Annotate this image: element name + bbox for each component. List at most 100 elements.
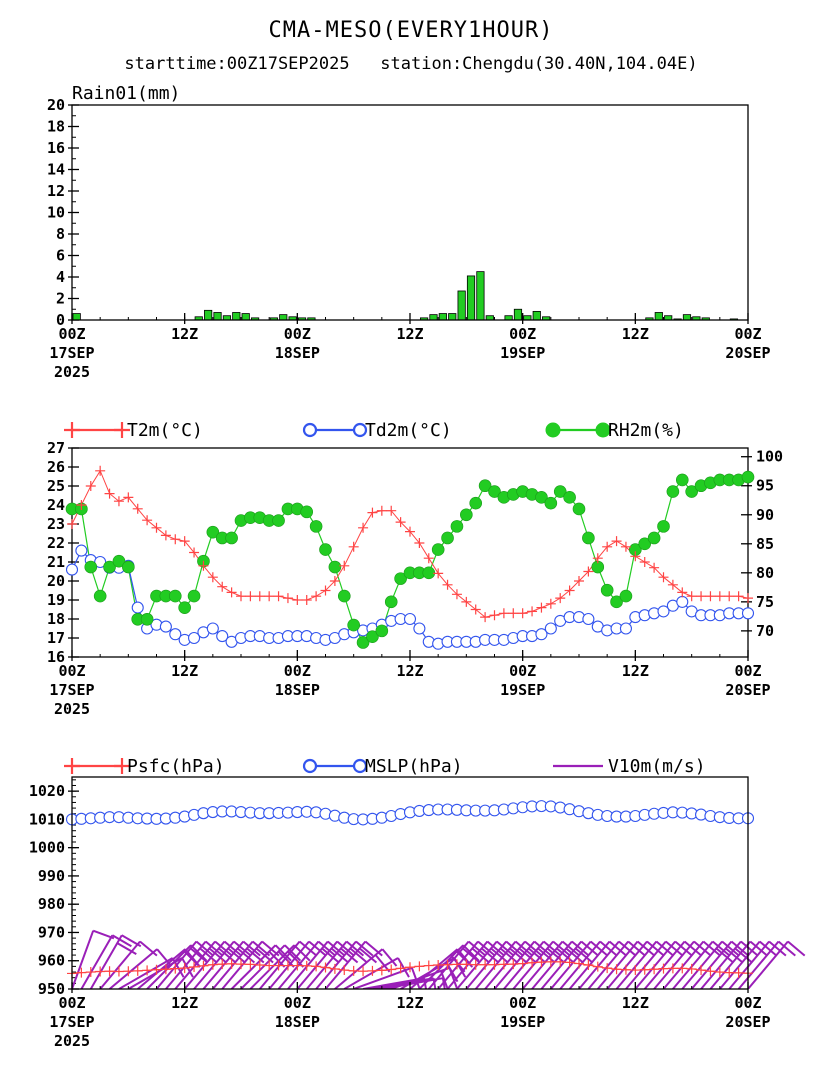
x-tick-label: 00Z (58, 994, 85, 1012)
y-tick-label: 17 (47, 629, 65, 647)
wind-barb-feather (574, 947, 594, 964)
wind-barb-feather (533, 940, 552, 957)
wind-barb-feather (462, 944, 480, 962)
wind-barb-staff (578, 940, 620, 989)
rh2m-point (544, 496, 558, 510)
wind-barb-feather (734, 947, 753, 964)
psfc-point (132, 965, 143, 976)
y-tick-label: 970 (38, 923, 65, 941)
x-tick-label: 00Z (734, 662, 761, 680)
psfc-legend-marker (114, 758, 130, 774)
wind-barb-feather (499, 947, 518, 964)
wind-barb-staff (118, 957, 174, 989)
wind-barb-feather (524, 940, 543, 957)
wind-barb-feather (199, 947, 218, 964)
psfc-point (282, 960, 293, 971)
rh2m-point (300, 505, 314, 519)
wind-barb-staff (690, 940, 733, 989)
x-tick-year-label: 2025 (54, 1032, 90, 1050)
x-tick-year-label: 2025 (54, 700, 90, 718)
psfc-point (724, 967, 735, 978)
rain-bar (204, 309, 213, 321)
wind-barb-staff (80, 934, 114, 989)
wind-barb-staff (353, 966, 413, 989)
x-tick-label: 00Z (734, 994, 761, 1012)
t2m-point (743, 593, 753, 604)
wind-barb-feather (236, 947, 256, 964)
t2m-point (85, 481, 96, 491)
wind-barb-feather (190, 944, 208, 962)
rh2m-point (225, 531, 238, 545)
t2m-point (245, 591, 256, 602)
t2m-point (461, 596, 472, 607)
t2m-legend-marker (114, 422, 130, 438)
t2m-point (489, 610, 500, 621)
wind-barb-staff (484, 940, 526, 989)
wind-barb-feather (233, 940, 252, 957)
x-tick-label: 12Z (396, 662, 423, 680)
wind-barb-feather (505, 940, 524, 957)
t2m-point (517, 608, 528, 619)
rh2m-point (394, 572, 407, 585)
rh2m-point (122, 560, 135, 574)
y-tick-label: 990 (38, 867, 65, 885)
wind-barb-staff (372, 977, 434, 989)
wind-barb-feather (218, 947, 237, 964)
t2m-point (545, 598, 556, 609)
wind-barb-staff (146, 944, 192, 989)
wind-barb-staff (108, 948, 158, 989)
y-tick-label: 4 (56, 268, 65, 286)
wind-barb-feather (665, 940, 684, 957)
td2m-point (131, 601, 144, 614)
psfc-point (658, 963, 669, 974)
psfc-point (85, 967, 96, 978)
psfc-point (705, 966, 716, 977)
wind-barb-feather (381, 948, 398, 967)
x-tick-date-label: 17SEP (49, 681, 94, 699)
t2m-point (423, 553, 434, 564)
wind-barb-staff (305, 940, 348, 989)
td2m-point (169, 628, 182, 641)
y-tick-label: 10 (47, 204, 65, 222)
wind-barb-feather (293, 944, 311, 962)
psfc-point (461, 959, 472, 970)
td2m-point (403, 612, 417, 626)
psfc-point (451, 959, 462, 970)
t2m-point (583, 566, 594, 577)
rh2m-point (356, 636, 370, 649)
rh2m-point (422, 566, 436, 580)
psfc-point (489, 959, 500, 970)
x-tick-year-label: 2025 (54, 363, 90, 381)
wind-barb-feather (627, 940, 646, 957)
td2m-point (582, 612, 595, 626)
rain-bar (682, 314, 692, 321)
rh2m-point (460, 508, 473, 522)
t2m-point (358, 522, 369, 533)
wind-barb-staff (587, 940, 629, 989)
psfc-point (311, 961, 322, 972)
x-tick-date-label: 20SEP (725, 681, 770, 699)
psfc-point (189, 961, 200, 972)
t2m-point (76, 500, 87, 510)
t2m-point (395, 517, 406, 528)
t2m-point (132, 503, 143, 514)
t2m-point (414, 538, 425, 548)
wind-barb-feather (242, 940, 261, 957)
rh2m-point (535, 491, 548, 504)
psfc-point (123, 966, 134, 977)
rh2m-point (384, 595, 398, 609)
t2m-point (217, 581, 228, 592)
psfc-point (667, 963, 678, 974)
rh2m-point (582, 531, 595, 545)
t2m-point (226, 587, 237, 598)
wind-barb-staff (737, 940, 780, 989)
rh2m-point (469, 496, 483, 510)
wind-barb-feather (340, 947, 359, 964)
wind-barb-feather (308, 940, 327, 957)
t2m-point (696, 591, 707, 602)
x-tick-date-label: 19SEP (500, 1013, 545, 1031)
td2m-legend-label: Td2m(°C) (365, 420, 452, 441)
rh2m-point (675, 473, 689, 487)
t2m-point (386, 505, 397, 516)
psfc-point (160, 964, 171, 975)
